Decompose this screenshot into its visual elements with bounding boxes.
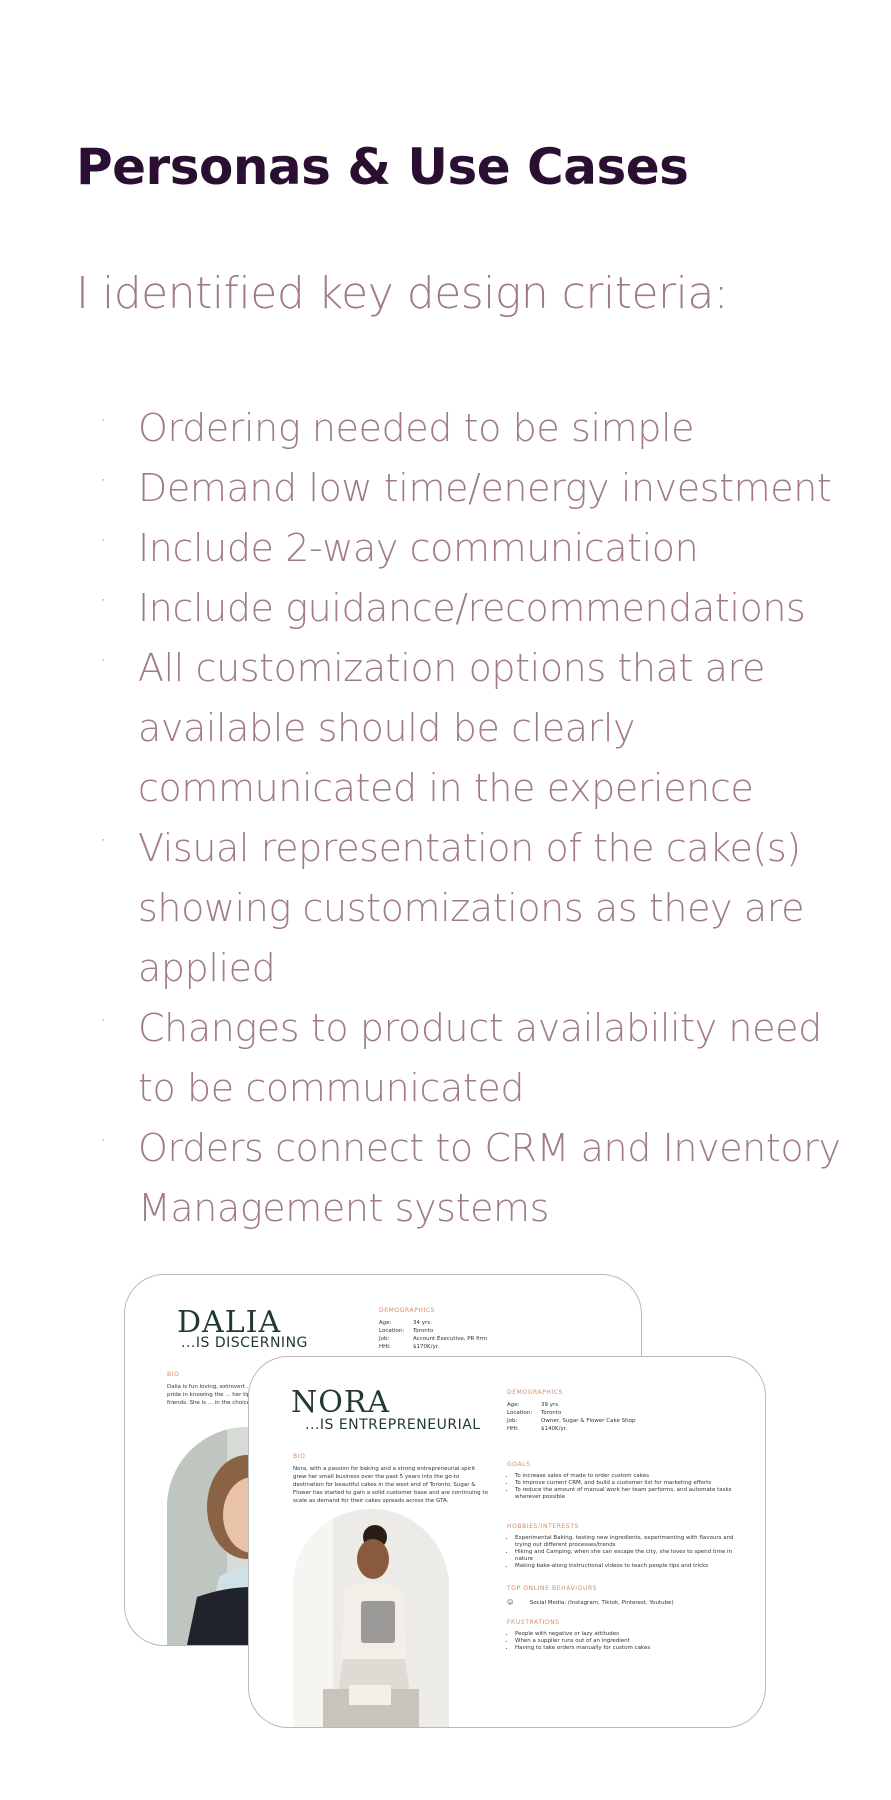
persona-tagline: ...IS ENTREPRENEURIAL [305,1417,481,1433]
demographics-heading: DEMOGRAPHICS [379,1307,436,1314]
demographics-list: Age: 34 yrs. Location: Toronto Job: Account… [379,1320,488,1350]
social-media-icon: ☺ [507,1599,514,1606]
hobbies-list: Experimental Baking, testing new ingredi… [507,1535,745,1570]
intro-text: I identified key design criteria: [76,268,729,319]
bio-heading: BIO [167,1371,180,1378]
demographics-heading: DEMOGRAPHICS [507,1389,564,1396]
list-item: Experimental Baking, testing new ingredi… [515,1535,745,1549]
list-item: When a supplier runs out of an ingredien… [515,1638,735,1645]
frustrations-heading: FRUSTRATIONS [507,1619,560,1626]
criteria-item: · All customization options that are avai… [0,638,891,818]
bullet-icon: · [100,1008,106,1032]
list-item: To improve current CRM, and build a cust… [515,1480,735,1487]
design-criteria-list: · Ordering needed to be simple · Demand lo… [0,398,891,1238]
list-item: Making bake-along instructional videos t… [515,1563,745,1570]
frustrations-list: People with negative or lazy attitudes W… [507,1631,735,1652]
persona-tagline: ...IS DISCERNING [181,1335,308,1351]
bullet-icon: · [100,648,106,672]
goals-heading: GOALS [507,1461,531,1468]
persona-name: DALIA [177,1305,282,1340]
criteria-item: · Include guidance/recommendations [0,578,891,638]
online-heading: TOP ONLINE BEHAVIOURS [507,1585,598,1592]
list-item: Having to take orders manually for custo… [515,1645,735,1652]
bio-text: Dalia is fun loving, extrovert ... She t… [167,1384,286,1406]
bullet-icon: · [100,528,106,552]
criteria-item: · Changes to product availability need to… [0,998,891,1118]
persona-photo [293,1509,449,1727]
goals-list: To increase sales of made to order custo… [507,1473,735,1501]
bullet-icon: · [100,828,106,852]
bio-text: Nora, with a passion for baking and a st… [293,1466,488,1504]
bullet-icon: · [100,1128,106,1152]
demographics-list: Age: 39 yrs. Location: Toronto Job: Owner, … [507,1402,636,1432]
criteria-item: · Include 2-way communication [0,518,891,578]
persona-card-nora: NORA ...IS ENTREPRENEURIAL BIO Nora, wit… [248,1356,766,1728]
page-title: Personas & Use Cases [76,138,689,196]
criteria-item: · Ordering needed to be simple [0,398,891,458]
nora-portrait-illustration [293,1509,449,1727]
bullet-icon: · [100,588,106,612]
criteria-item: · Orders connect to CRM and Inventory Man… [0,1118,891,1238]
hobbies-heading: HOBBIES/INTERESTS [507,1523,580,1530]
bullet-icon: · [100,468,106,492]
list-item: People with negative or lazy attitudes [515,1631,735,1638]
list-item: To increase sales of made to order custo… [515,1473,735,1480]
online-behaviours: ☺ Social Media: (Instagram, Tiktok, Pint… [507,1599,674,1606]
criteria-item: · Visual representation of the cake(s) sh… [0,818,891,998]
bullet-icon: · [100,408,106,432]
criteria-item: · Demand low time/energy investment [0,458,891,518]
persona-name: NORA [291,1385,391,1420]
list-item: Hiking and Camping, when she can escape … [515,1549,745,1563]
bio-heading: BIO [293,1453,306,1460]
list-item: To reduce the amount of manual work her … [515,1487,735,1501]
